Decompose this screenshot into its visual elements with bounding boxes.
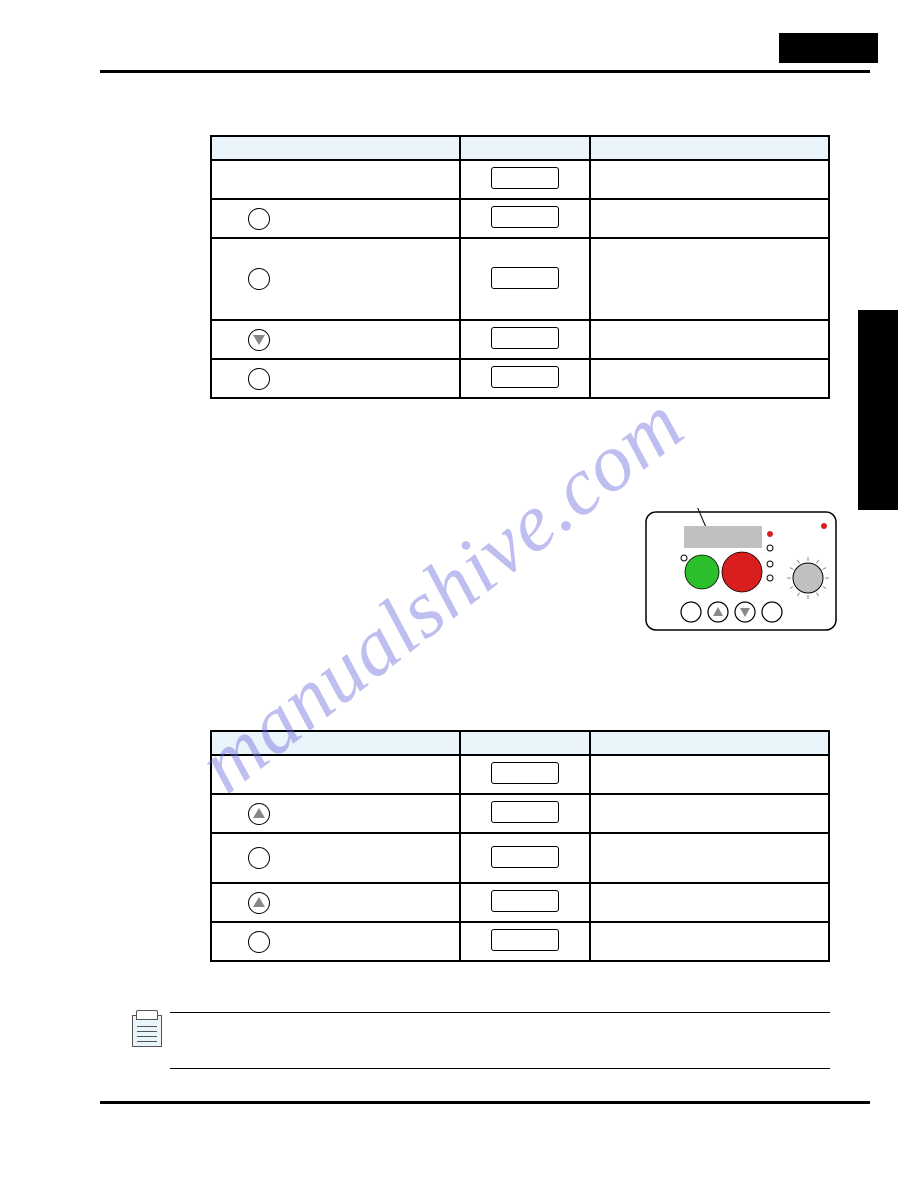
step-cell xyxy=(211,794,460,833)
lcd-display-icon xyxy=(491,206,559,228)
note-rule-top xyxy=(170,1012,830,1013)
display-cell xyxy=(460,833,590,883)
lcd-display-icon xyxy=(491,366,559,388)
step-cell xyxy=(211,833,460,883)
remark-cell xyxy=(590,160,829,199)
side-black-tab xyxy=(858,310,898,510)
display-cell xyxy=(460,755,590,794)
display-cell xyxy=(460,883,590,922)
up-arrow-button-icon xyxy=(248,892,270,914)
table-row xyxy=(211,755,829,794)
up-arrow-button-icon xyxy=(248,803,270,825)
remark-cell xyxy=(590,883,829,922)
lcd-display-icon xyxy=(491,929,559,951)
control-panel-illustration xyxy=(640,508,840,638)
lcd-display-icon xyxy=(491,327,559,349)
remark-cell xyxy=(590,359,829,398)
table-row xyxy=(211,922,829,961)
lcd-display-icon xyxy=(491,267,559,289)
t1-head-step xyxy=(211,136,460,160)
table-row xyxy=(211,833,829,883)
table-row xyxy=(211,794,829,833)
rule-top xyxy=(100,70,870,73)
round-button-icon xyxy=(248,368,270,390)
table-row xyxy=(211,199,829,238)
display-cell xyxy=(460,160,590,199)
t1-head-remark xyxy=(590,136,829,160)
remark-cell xyxy=(590,922,829,961)
round-button-icon xyxy=(248,268,270,290)
lcd-display-icon xyxy=(491,762,559,784)
remark-cell xyxy=(590,833,829,883)
remark-cell xyxy=(590,794,829,833)
round-button-icon xyxy=(248,931,270,953)
lcd-display-icon xyxy=(491,167,559,189)
procedure-table-1 xyxy=(210,135,830,399)
display-cell xyxy=(460,199,590,238)
rule-bottom xyxy=(100,1101,870,1104)
table-row xyxy=(211,160,829,199)
table-row xyxy=(211,320,829,359)
down-arrow-button-icon xyxy=(248,329,270,351)
display-cell xyxy=(460,320,590,359)
remark-cell xyxy=(590,238,829,320)
step-cell xyxy=(211,238,460,320)
note-icon xyxy=(132,1015,162,1047)
procedure-table-2 xyxy=(210,730,830,962)
display-cell xyxy=(460,794,590,833)
note-rule-bottom xyxy=(170,1068,830,1069)
remark-cell xyxy=(590,320,829,359)
lcd-display-icon xyxy=(491,890,559,912)
step-cell xyxy=(211,883,460,922)
t2-head-remark xyxy=(590,731,829,755)
step-cell xyxy=(211,199,460,238)
lcd-display-icon xyxy=(491,846,559,868)
table-row xyxy=(211,883,829,922)
display-cell xyxy=(460,359,590,398)
t2-head-step xyxy=(211,731,460,755)
round-button-icon xyxy=(248,208,270,230)
table-row xyxy=(211,238,829,320)
step-cell xyxy=(211,755,460,794)
step-cell xyxy=(211,160,460,199)
remark-cell xyxy=(590,199,829,238)
lcd-display-icon xyxy=(491,801,559,823)
t1-head-disp xyxy=(460,136,590,160)
table-row xyxy=(211,359,829,398)
remark-cell xyxy=(590,755,829,794)
step-cell xyxy=(211,922,460,961)
step-cell xyxy=(211,320,460,359)
display-cell xyxy=(460,238,590,320)
round-button-icon xyxy=(248,847,270,869)
header-black-box xyxy=(779,33,878,63)
display-cell xyxy=(460,922,590,961)
step-cell xyxy=(211,359,460,398)
t2-head-disp xyxy=(460,731,590,755)
